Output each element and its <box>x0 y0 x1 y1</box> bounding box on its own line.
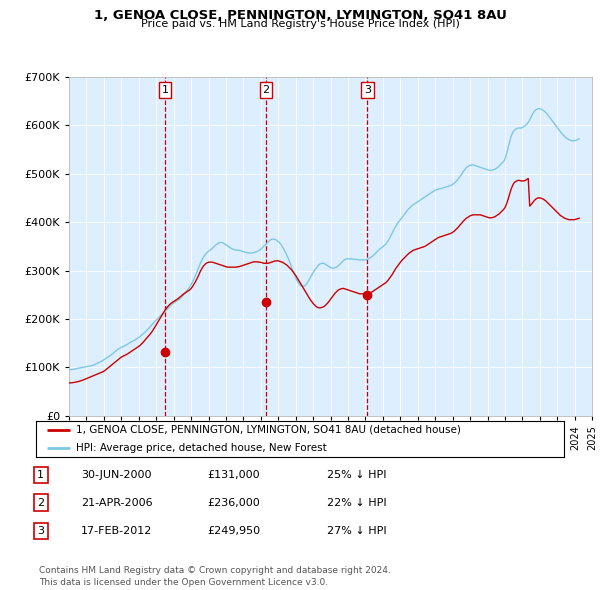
Text: HPI: Average price, detached house, New Forest: HPI: Average price, detached house, New … <box>76 443 326 453</box>
Text: 3: 3 <box>364 85 371 95</box>
Text: 27% ↓ HPI: 27% ↓ HPI <box>327 526 386 536</box>
Text: 1: 1 <box>37 470 44 480</box>
Text: 3: 3 <box>37 526 44 536</box>
Text: 2: 2 <box>37 498 44 507</box>
Text: 25% ↓ HPI: 25% ↓ HPI <box>327 470 386 480</box>
Text: 1, GENOA CLOSE, PENNINGTON, LYMINGTON, SO41 8AU: 1, GENOA CLOSE, PENNINGTON, LYMINGTON, S… <box>94 9 506 22</box>
Text: Contains HM Land Registry data © Crown copyright and database right 2024.
This d: Contains HM Land Registry data © Crown c… <box>39 566 391 587</box>
Text: 2: 2 <box>263 85 269 95</box>
Text: £131,000: £131,000 <box>207 470 260 480</box>
Text: 17-FEB-2012: 17-FEB-2012 <box>81 526 152 536</box>
Text: 30-JUN-2000: 30-JUN-2000 <box>81 470 151 480</box>
Text: Price paid vs. HM Land Registry's House Price Index (HPI): Price paid vs. HM Land Registry's House … <box>140 19 460 30</box>
Text: 1: 1 <box>161 85 169 95</box>
Text: £236,000: £236,000 <box>207 498 260 507</box>
Text: £249,950: £249,950 <box>207 526 260 536</box>
Text: 21-APR-2006: 21-APR-2006 <box>81 498 152 507</box>
Text: 1, GENOA CLOSE, PENNINGTON, LYMINGTON, SO41 8AU (detached house): 1, GENOA CLOSE, PENNINGTON, LYMINGTON, S… <box>76 425 460 435</box>
Text: 22% ↓ HPI: 22% ↓ HPI <box>327 498 386 507</box>
